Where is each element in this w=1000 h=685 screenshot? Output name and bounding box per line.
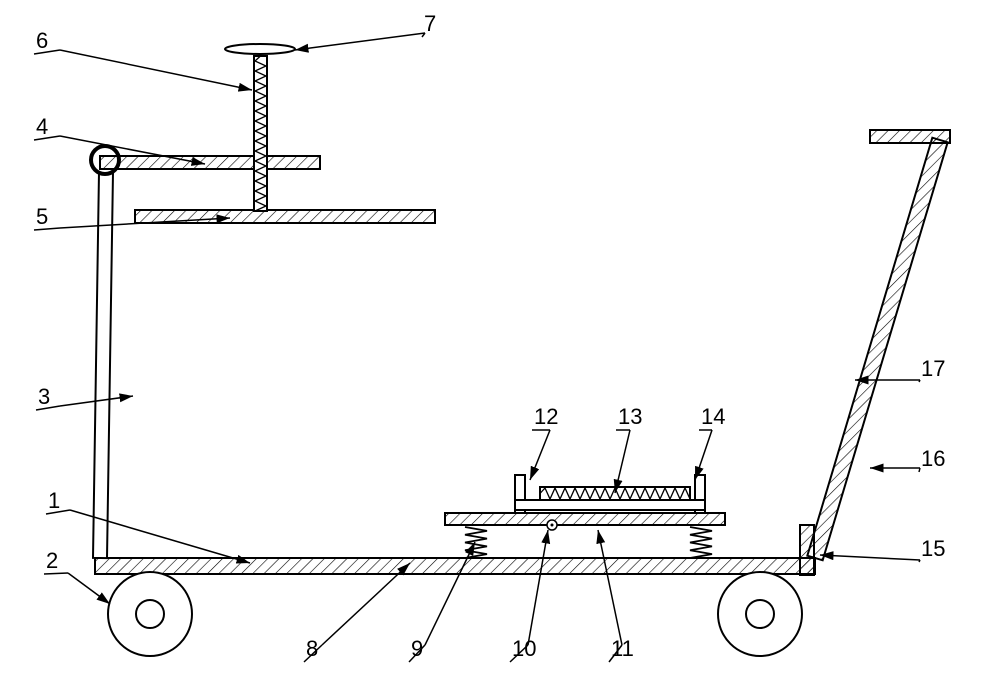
part-label-5: 5 (36, 204, 48, 230)
technical-drawing (0, 0, 1000, 685)
part-label-16: 16 (921, 446, 945, 472)
part-label-9: 9 (411, 636, 423, 662)
part-label-7: 7 (424, 11, 436, 37)
part-label-13: 13 (618, 404, 642, 430)
part-label-12: 12 (534, 404, 558, 430)
part-label-8: 8 (306, 636, 318, 662)
part-label-17: 17 (921, 356, 945, 382)
part-label-14: 14 (701, 404, 725, 430)
part-label-1: 1 (48, 488, 60, 514)
part-label-15: 15 (921, 536, 945, 562)
part-label-10: 10 (512, 636, 536, 662)
part-label-6: 6 (36, 28, 48, 54)
part-label-11: 11 (611, 636, 634, 662)
part-label-3: 3 (38, 384, 50, 410)
part-label-2: 2 (46, 548, 58, 574)
part-label-4: 4 (36, 114, 48, 140)
